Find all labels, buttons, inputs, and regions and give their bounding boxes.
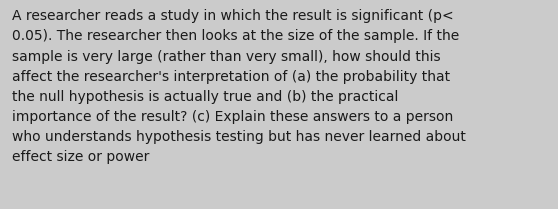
Text: A researcher reads a study in which the result is significant (p<
0.05). The res: A researcher reads a study in which the … bbox=[12, 9, 466, 164]
